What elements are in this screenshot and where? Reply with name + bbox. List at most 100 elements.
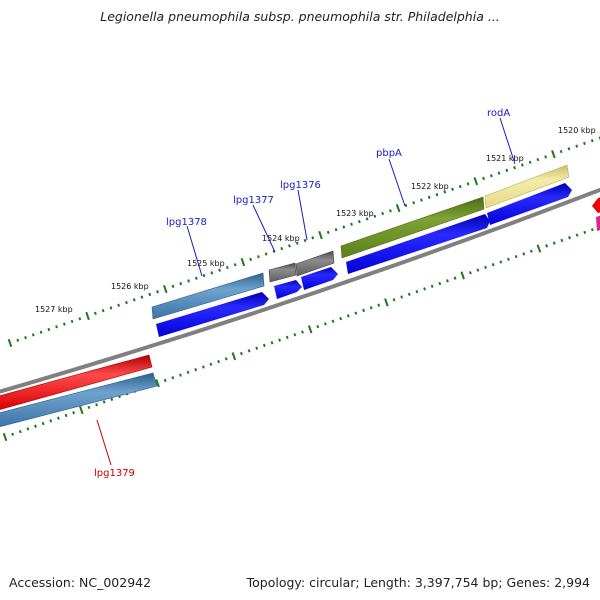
upper-tick-45 bbox=[357, 219, 361, 224]
lower-tick-29 bbox=[224, 357, 228, 361]
upper-tick-24 bbox=[194, 276, 198, 280]
upper-tick-68 bbox=[536, 157, 540, 162]
cds-lpg1377[interactable] bbox=[274, 280, 302, 299]
upper-tick-59 bbox=[466, 182, 470, 186]
upper-tick-60 bbox=[473, 177, 479, 186]
upper-tick-26 bbox=[210, 271, 214, 275]
lower-tick-22 bbox=[171, 376, 175, 380]
upper-tick-28 bbox=[225, 265, 229, 270]
upper-tick-41 bbox=[326, 230, 330, 235]
upper-ruler-ticks bbox=[7, 136, 600, 348]
lower-tick-2 bbox=[18, 429, 22, 434]
lower-tick-49 bbox=[377, 303, 381, 307]
lower-tick-50 bbox=[384, 298, 389, 307]
lower-tick-13 bbox=[102, 400, 106, 404]
upper-tick-49 bbox=[388, 209, 392, 213]
upper-tick-17 bbox=[140, 295, 144, 299]
kbp-label-1526: 1526 kbp bbox=[111, 282, 149, 291]
lower-tick-41 bbox=[316, 324, 320, 329]
lower-tick-7 bbox=[56, 416, 60, 420]
gene-lpg1377[interactable] bbox=[268, 262, 297, 283]
lower-tick-24 bbox=[186, 370, 190, 375]
lower-tick-57 bbox=[438, 281, 442, 286]
cds-pbpA[interactable] bbox=[346, 214, 490, 274]
kbp-label-1521: 1521 kbp bbox=[486, 154, 524, 163]
upper-tick-63 bbox=[497, 171, 501, 175]
upper-tick-36 bbox=[288, 244, 291, 248]
lower-tick-45 bbox=[346, 314, 350, 318]
lower-tick-20 bbox=[155, 379, 160, 388]
upper-tick-74 bbox=[583, 141, 586, 146]
edge-feature-red[interactable] bbox=[592, 196, 600, 213]
kbp-label-1520: 1520 kbp bbox=[558, 126, 596, 135]
gene-pbpA[interactable] bbox=[340, 196, 485, 259]
gene-lpg1376[interactable] bbox=[295, 250, 335, 277]
lower-tick-40 bbox=[307, 325, 313, 334]
label-pbpA[interactable]: pbpA bbox=[376, 148, 402, 159]
cds-lpg1378[interactable] bbox=[156, 292, 269, 337]
upper-tick-73 bbox=[575, 144, 579, 148]
label-rodA[interactable]: rodA bbox=[487, 108, 510, 119]
lower-tick-77 bbox=[590, 228, 594, 232]
gene-lpg1379-red[interactable] bbox=[0, 354, 153, 411]
label-lpg1377[interactable]: lpg1377 bbox=[233, 195, 274, 206]
upper-tick-5 bbox=[47, 327, 51, 332]
upper-tick-16 bbox=[132, 298, 136, 302]
label-lpg1379[interactable]: lpg1379 bbox=[94, 468, 135, 479]
lower-tick-3 bbox=[26, 427, 30, 431]
genome-backbone bbox=[0, 187, 600, 394]
upper-tick-61 bbox=[482, 176, 485, 181]
upper-tick-50 bbox=[395, 204, 401, 213]
cds-lpg1376[interactable] bbox=[301, 267, 338, 290]
upper-tick-67 bbox=[528, 160, 532, 164]
upper-tick-69 bbox=[544, 155, 548, 159]
label-lpg1376[interactable]: lpg1376 bbox=[280, 180, 321, 191]
upper-tick-55 bbox=[435, 192, 439, 197]
lower-tick-38 bbox=[293, 333, 297, 337]
lower-tick-26 bbox=[201, 365, 205, 369]
upper-tick-42 bbox=[334, 228, 338, 232]
lower-tick-42 bbox=[323, 322, 327, 326]
upper-tick-58 bbox=[458, 184, 462, 189]
upper-tick-54 bbox=[427, 195, 431, 200]
edge-feature-pink[interactable] bbox=[596, 214, 600, 231]
lower-tick-63 bbox=[484, 265, 487, 270]
lower-tick-65 bbox=[499, 260, 503, 264]
upper-tick-34 bbox=[272, 249, 276, 253]
lower-tick-46 bbox=[354, 311, 358, 315]
lower-tick-14 bbox=[110, 397, 114, 401]
lower-tick-32 bbox=[247, 349, 251, 353]
lower-tick-39 bbox=[301, 330, 304, 334]
gene-lpg1378[interactable] bbox=[151, 272, 265, 320]
upper-tick-27 bbox=[218, 268, 222, 272]
lower-tick-10 bbox=[79, 405, 84, 415]
upper-tick-66 bbox=[520, 163, 524, 167]
lower-tick-4 bbox=[34, 424, 37, 428]
lower-tick-1 bbox=[11, 432, 15, 436]
upper-tick-39 bbox=[311, 236, 315, 240]
lower-tick-23 bbox=[179, 373, 182, 377]
gene-lpg1379-blue[interactable] bbox=[0, 372, 158, 428]
lower-tick-36 bbox=[278, 338, 282, 342]
lower-tick-48 bbox=[369, 306, 373, 310]
upper-tick-1 bbox=[16, 338, 20, 342]
lower-tick-27 bbox=[209, 362, 213, 366]
label-lpg1378[interactable]: lpg1378 bbox=[166, 217, 207, 228]
lower-tick-12 bbox=[95, 403, 98, 407]
upper-tick-2 bbox=[24, 335, 27, 340]
upper-tick-38 bbox=[303, 238, 307, 243]
upper-tick-46 bbox=[365, 217, 369, 221]
gene-rodA[interactable] bbox=[484, 164, 570, 209]
label-leaders bbox=[96, 117, 516, 466]
upper-tick-56 bbox=[443, 190, 447, 194]
lower-tick-52 bbox=[400, 295, 404, 299]
upper-tick-14 bbox=[117, 303, 121, 307]
lower-tick-47 bbox=[362, 308, 365, 313]
upper-tick-12 bbox=[101, 308, 105, 313]
upper-tick-31 bbox=[249, 257, 253, 262]
lower-tick-70 bbox=[536, 244, 542, 253]
upper-tick-0 bbox=[7, 338, 13, 348]
upper-tick-70 bbox=[551, 150, 556, 159]
cds-rodA[interactable] bbox=[487, 183, 572, 225]
